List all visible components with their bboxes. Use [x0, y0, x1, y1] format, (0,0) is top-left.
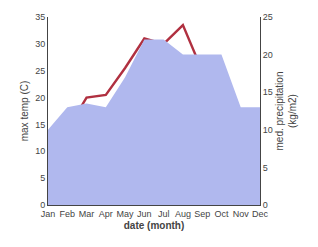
- svg-text:35: 35: [35, 12, 45, 22]
- svg-text:10: 10: [263, 125, 273, 135]
- svg-text:5: 5: [263, 163, 268, 173]
- svg-text:Jan: Jan: [41, 209, 56, 219]
- svg-text:Apr: Apr: [99, 209, 113, 219]
- svg-text:Oct: Oct: [214, 209, 229, 219]
- svg-text:0: 0: [40, 200, 45, 210]
- svg-text:15: 15: [263, 87, 273, 97]
- svg-text:25: 25: [263, 12, 273, 22]
- svg-text:med. precipitation(kg/m2): med. precipitation(kg/m2): [274, 72, 298, 151]
- svg-text:Aug: Aug: [175, 209, 191, 219]
- svg-text:date (month): date (month): [124, 220, 185, 231]
- svg-text:Dec: Dec: [252, 209, 269, 219]
- svg-text:30: 30: [35, 39, 45, 49]
- svg-text:0: 0: [263, 200, 268, 210]
- svg-text:Nov: Nov: [233, 209, 250, 219]
- svg-text:Jul: Jul: [158, 209, 170, 219]
- svg-text:20: 20: [35, 93, 45, 103]
- svg-text:Mar: Mar: [79, 209, 95, 219]
- svg-text:Sep: Sep: [194, 209, 210, 219]
- svg-text:Feb: Feb: [60, 209, 76, 219]
- svg-text:May: May: [117, 209, 135, 219]
- svg-text:5: 5: [40, 173, 45, 183]
- svg-text:max temp (C): max temp (C): [19, 81, 30, 142]
- svg-text:10: 10: [35, 146, 45, 156]
- svg-text:25: 25: [35, 66, 45, 76]
- svg-text:15: 15: [35, 120, 45, 130]
- svg-text:20: 20: [263, 50, 273, 60]
- svg-text:Jun: Jun: [137, 209, 152, 219]
